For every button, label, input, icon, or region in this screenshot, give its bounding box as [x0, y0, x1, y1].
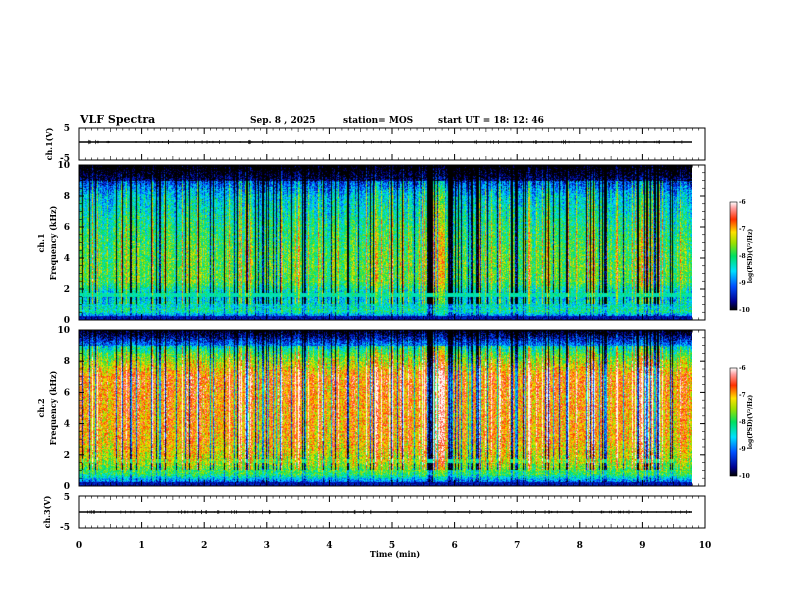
ch2-colorbar-label: log(PSD)(V²/Hz) [747, 395, 754, 450]
ch3-wave-ytick-bottom: -5 [60, 523, 70, 533]
ch1-spec-ylabel-frequency: Frequency (kHz) [48, 205, 58, 280]
ch1-spec-ytick-label: 8 [64, 192, 70, 202]
ch2-spec-ytick-label: 2 [64, 451, 70, 461]
ch1-colorbar-label: log(PSD)(V²/Hz) [747, 229, 754, 284]
x-tick-label: 6 [451, 541, 457, 551]
x-tick-label: 7 [514, 541, 520, 551]
ch1-wave-ytick-top: 5 [64, 124, 70, 134]
ch2-colorbar: -6 -7 -8 -9 -10 log(PSD)(V²/Hz) [729, 365, 754, 480]
ch1-colorbar-gradient [729, 201, 738, 311]
date-label: Sep. 8 , 2025 [250, 116, 316, 126]
ch2-spec-ylabel-frequency: Frequency (kHz) [48, 370, 58, 445]
ch2-spec-ytick-label: 6 [64, 388, 70, 398]
ch3-wave-ytick-top: 5 [64, 493, 70, 503]
ch1-spectrogram-image [79, 165, 692, 320]
x-tick-label: 3 [264, 541, 270, 551]
ch1-spec-ytick-label: 6 [64, 223, 70, 233]
ch1-colorbar: -6 -7 -8 -9 -10 log(PSD)(V²/Hz) [729, 199, 754, 314]
ch1-colorbar-tick-label: -7 [739, 226, 746, 233]
ch2-colorbar-gradient [729, 367, 738, 477]
ch2-colorbar-tick-label: -9 [739, 446, 746, 453]
ch2-spec-ylabel-channel: ch.2 [36, 398, 46, 417]
ch2-colorbar-tick-label: -6 [739, 365, 746, 372]
x-tick-label: 10 [699, 541, 712, 551]
x-tick-label: 4 [326, 541, 332, 551]
plot-title: VLF Spectra [79, 113, 155, 126]
x-tick-label: 8 [577, 541, 583, 551]
ch1-colorbar-tick-label: -8 [739, 253, 746, 260]
ch1-wave-ytick-bottom: -5 [60, 154, 70, 164]
ch1-colorbar-tick-label: -9 [739, 280, 746, 287]
ch1-spec-ytick-label: 10 [57, 161, 70, 171]
x-axis-label: Time (min) [370, 549, 420, 559]
x-tick-label: 9 [639, 541, 645, 551]
ch1-wave-ylabel: ch.1(V) [44, 127, 54, 160]
ch2-spectrogram-panel: 0 2 4 6 8 10 ch.2 Frequency (kHz) [36, 326, 706, 492]
station-label: station= MOS [343, 116, 413, 126]
x-tick-label: 2 [201, 541, 207, 551]
ch1-colorbar-tick-label: -10 [739, 307, 750, 314]
ch2-spec-ytick-label: 4 [64, 420, 70, 430]
x-tick-label: 0 [76, 541, 82, 551]
start-time-label: start UT = 18: 12: 46 [438, 116, 544, 126]
ch2-spectrogram-image [79, 330, 692, 486]
ch2-spec-ytick-label: 10 [57, 326, 70, 336]
ch2-spec-ytick-label: 0 [64, 482, 70, 492]
x-tick-label: 5 [389, 541, 395, 551]
ch1-colorbar-tick-label: -6 [739, 199, 746, 206]
ch2-colorbar-tick-label: -10 [739, 473, 750, 480]
ch2-colorbar-tick-label: -8 [739, 419, 746, 426]
ch2-colorbar-tick-label: -7 [739, 392, 746, 399]
ch1-spectrogram-panel: 0 2 4 6 8 10 ch.1 Frequency (kHz) [36, 161, 706, 326]
ch1-spec-ylabel-channel: ch.1 [36, 233, 46, 252]
ch1-spec-ytick-label: 2 [64, 285, 70, 295]
ch2-spec-ytick-label: 8 [64, 357, 70, 367]
ch1-waveform-panel: 5 -5 ch.1(V) [44, 124, 706, 164]
ch3-wave-ylabel: ch.3(V) [42, 495, 52, 528]
x-tick-label: 1 [138, 541, 144, 551]
ch1-spec-ytick-label: 0 [64, 316, 70, 326]
ch1-spec-ytick-label: 4 [64, 254, 70, 264]
